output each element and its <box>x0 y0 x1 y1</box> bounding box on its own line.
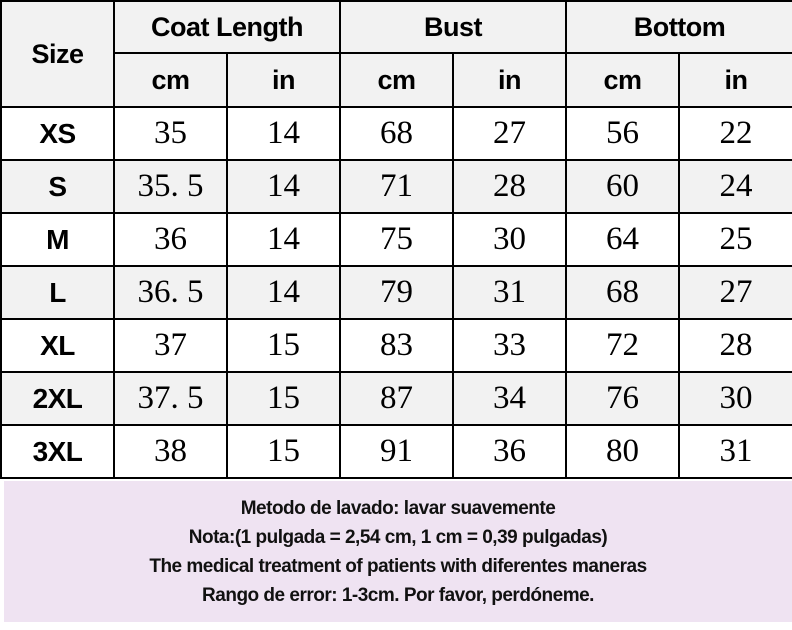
note-measurement-methods: The medical treatment of patients with d… <box>149 555 647 577</box>
value-cell: 33 <box>452 318 568 373</box>
value-cell: 15 <box>225 318 342 373</box>
value-cell: 91 <box>339 424 455 479</box>
table-row-l: L 36. 5 14 79 31 68 27 <box>0 265 792 320</box>
value-cell: 27 <box>452 106 568 161</box>
size-label: 3XL <box>0 424 115 479</box>
size-label: M <box>0 212 115 267</box>
value-cell: 27 <box>678 265 792 320</box>
size-label: S <box>0 159 115 214</box>
unit-header-bottom-cm: cm <box>565 52 681 108</box>
table-row-m: M 36 14 75 30 64 25 <box>0 212 792 267</box>
value-cell: 37. 5 <box>113 371 228 426</box>
value-cell: 36. 5 <box>113 265 228 320</box>
value-cell: 36 <box>113 212 228 267</box>
value-cell: 28 <box>452 159 568 214</box>
table-row-xl: XL 37 15 83 33 72 28 <box>0 318 792 373</box>
value-cell: 31 <box>452 265 568 320</box>
value-cell: 87 <box>339 371 455 426</box>
value-cell: 38 <box>113 424 228 479</box>
size-chart-table: Size Coat Length Bust Bottom cm in cm in… <box>0 0 792 479</box>
table-row-3xl: 3XL 38 15 91 36 80 31 <box>0 424 792 479</box>
value-cell: 76 <box>565 371 681 426</box>
value-cell: 30 <box>678 371 792 426</box>
value-cell: 14 <box>225 212 342 267</box>
table-header-unit-row: cm in cm in cm in <box>1 52 792 108</box>
column-group-bust: Bust <box>339 0 568 54</box>
size-label: XS <box>0 106 115 161</box>
value-cell: 80 <box>565 424 681 479</box>
unit-header-bottom-in: in <box>678 52 792 108</box>
value-cell: 72 <box>565 318 681 373</box>
value-cell: 25 <box>678 212 792 267</box>
value-cell: 34 <box>452 371 568 426</box>
table-row-xs: XS 35 14 68 27 56 22 <box>0 106 792 161</box>
value-cell: 30 <box>452 212 568 267</box>
value-cell: 15 <box>225 424 342 479</box>
value-cell: 36 <box>452 424 568 479</box>
value-cell: 75 <box>339 212 455 267</box>
value-cell: 15 <box>225 371 342 426</box>
column-group-bottom: Bottom <box>565 0 792 54</box>
value-cell: 68 <box>339 106 455 161</box>
unit-header-coat-cm: cm <box>113 52 228 108</box>
value-cell: 35 <box>113 106 228 161</box>
value-cell: 22 <box>678 106 792 161</box>
value-cell: 14 <box>225 265 342 320</box>
note-unit-conversion: Nota:(1 pulgada = 2,54 cm, 1 cm = 0,39 p… <box>188 526 608 548</box>
value-cell: 14 <box>225 159 342 214</box>
note-error-range: Rango de error: 1-3cm. Por favor, perdón… <box>202 584 594 606</box>
unit-header-bust-cm: cm <box>339 52 455 108</box>
note-washing-method: Metodo de lavado: lavar suavemente <box>240 497 556 519</box>
unit-header-bust-in: in <box>452 52 568 108</box>
size-label: L <box>0 265 115 320</box>
table-row-2xl: 2XL 37. 5 15 87 34 76 30 <box>0 371 792 426</box>
value-cell: 64 <box>565 212 681 267</box>
value-cell: 79 <box>339 265 455 320</box>
column-group-coat-length: Coat Length <box>112 0 342 54</box>
table-header-group-row: Size Coat Length Bust Bottom <box>0 0 792 108</box>
size-label: XL <box>0 318 115 373</box>
value-cell: 24 <box>678 159 792 214</box>
unit-header-coat-in: in <box>225 52 342 108</box>
value-cell: 68 <box>565 265 681 320</box>
value-cell: 56 <box>565 106 681 161</box>
value-cell: 83 <box>339 318 455 373</box>
column-header-size: Size <box>0 0 115 108</box>
value-cell: 60 <box>565 159 681 214</box>
size-label: 2XL <box>0 371 115 426</box>
value-cell: 37 <box>113 318 228 373</box>
value-cell: 14 <box>225 106 342 161</box>
notes-panel: Metodo de lavado: lavar suavemente Nota:… <box>4 481 792 622</box>
value-cell: 31 <box>678 424 792 479</box>
value-cell: 35. 5 <box>113 159 228 214</box>
value-cell: 71 <box>339 159 455 214</box>
table-row-s: S 35. 5 14 71 28 60 24 <box>0 159 792 214</box>
value-cell: 28 <box>678 318 792 373</box>
